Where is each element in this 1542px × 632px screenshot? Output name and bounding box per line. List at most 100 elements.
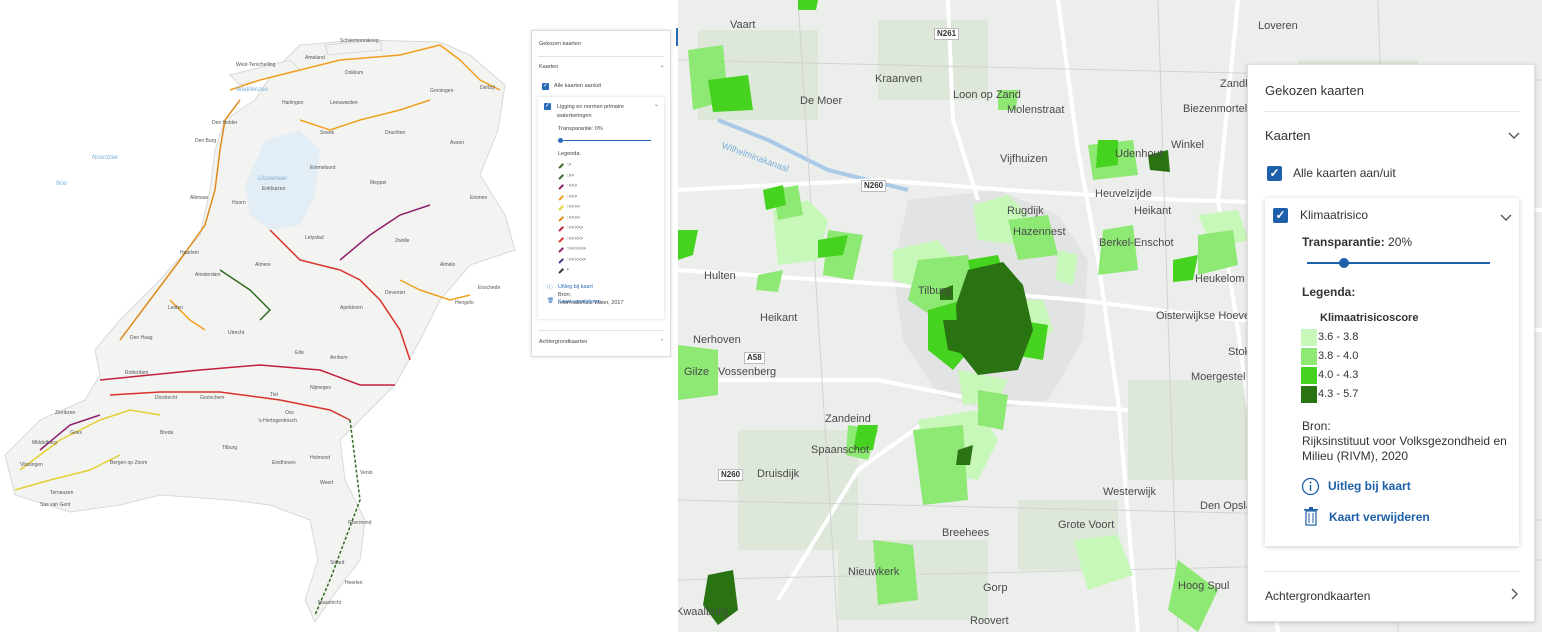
place-label: Tilburg bbox=[918, 285, 952, 297]
place-label: Dokkum bbox=[345, 70, 364, 76]
place-label: Heukelom bbox=[1195, 273, 1245, 285]
place-label: Heikant bbox=[1134, 205, 1172, 217]
risk-class-4 bbox=[703, 150, 1170, 625]
chevron-down-icon[interactable]: ⌄ bbox=[660, 63, 665, 69]
remove-map-link[interactable]: Kaart verwijderen bbox=[1329, 510, 1430, 524]
legend-swatch bbox=[1301, 348, 1317, 365]
slider-handle[interactable] bbox=[558, 138, 563, 143]
place-label: Druisdijk bbox=[757, 468, 800, 480]
place-label: Loon op Zand bbox=[953, 89, 1021, 101]
all-maps-toggle-label: Alle kaarten aan/uit bbox=[1293, 166, 1396, 180]
place-label: Heuvelzijde bbox=[1095, 188, 1152, 200]
chevron-right-icon[interactable]: › bbox=[661, 337, 663, 343]
divider bbox=[1265, 571, 1519, 572]
legend-label: :>>>>>> bbox=[567, 246, 586, 252]
netherlands-land bbox=[4, 39, 516, 624]
place-label: Hoorn bbox=[232, 200, 246, 206]
legend-swatch bbox=[558, 184, 564, 190]
place-label: Arnhem bbox=[330, 355, 348, 361]
place-label: Harlingen bbox=[282, 100, 304, 106]
trash-icon[interactable] bbox=[1303, 507, 1319, 526]
slider-handle[interactable] bbox=[1338, 258, 1349, 268]
divider bbox=[538, 56, 664, 57]
place-label: Moergestel bbox=[1191, 371, 1246, 383]
place-label: Breehees bbox=[942, 527, 990, 539]
explain-map-link[interactable]: Uitleg bij kaart bbox=[558, 284, 593, 290]
explain-map-link[interactable]: Uitleg bij kaart bbox=[1328, 479, 1411, 493]
place-label: Rugdijk bbox=[1007, 205, 1044, 217]
legend-label: :> bbox=[567, 162, 572, 168]
place-label: Drachten bbox=[385, 130, 406, 136]
chevron-down-icon[interactable]: ⌄ bbox=[654, 102, 659, 108]
place-label: Gilze bbox=[684, 366, 710, 378]
checkbox-checked-icon[interactable]: ✓ bbox=[544, 103, 551, 110]
checkbox-checked-icon[interactable]: ✓ bbox=[1273, 208, 1288, 223]
kaarten-toggle[interactable]: Kaarten bbox=[1265, 128, 1311, 143]
place-label: Leiden bbox=[168, 305, 184, 311]
legend-label: 4.0 - 4.3 bbox=[1318, 369, 1359, 381]
transparency-slider[interactable] bbox=[1307, 262, 1490, 264]
place-label: Schiermonnikoog bbox=[340, 38, 379, 44]
legend-label: 3.8 - 4.0 bbox=[1318, 350, 1359, 362]
place-label: Assen bbox=[450, 140, 464, 146]
remove-map-link[interactable]: Kaart verwijderen bbox=[558, 299, 601, 305]
place-label: Sittard bbox=[330, 560, 345, 566]
place-label: De Moer bbox=[800, 95, 843, 107]
place-label: Zwolle bbox=[395, 238, 410, 244]
dike-lines bbox=[14, 44, 501, 616]
legend-title: Legenda: bbox=[558, 151, 581, 157]
road-shield: N261 bbox=[934, 28, 960, 40]
transparency-slider[interactable] bbox=[559, 140, 651, 141]
sea-label: Waddenzee bbox=[236, 87, 268, 93]
road-shield: N260 bbox=[861, 180, 887, 192]
place-label: Vaart bbox=[730, 19, 756, 31]
divider-marker bbox=[676, 28, 678, 46]
background-maps-toggle[interactable]: Achtergrondkaarten bbox=[539, 339, 588, 345]
place-label: Zierikzee bbox=[55, 410, 76, 416]
place-label: Grote Voort bbox=[1058, 519, 1115, 531]
layer-card: ✓ Ligging en normen primaire waterkering… bbox=[538, 97, 664, 319]
legend-swatch bbox=[558, 236, 564, 242]
chevron-right-icon[interactable] bbox=[1510, 588, 1520, 600]
sea-label: IJsselmeer bbox=[258, 176, 288, 182]
chevron-down-icon[interactable] bbox=[1508, 129, 1520, 141]
place-label: Nijmegen bbox=[310, 385, 332, 391]
left-map-pane[interactable]: Waddenzee IJsselmeer Noordzee Noo Schier… bbox=[0, 0, 678, 632]
place-label: Loveren bbox=[1258, 20, 1298, 32]
place-label: Heerlen bbox=[345, 580, 363, 586]
place-label: Helmond bbox=[310, 455, 331, 461]
info-icon[interactable] bbox=[1301, 477, 1320, 496]
legend-swatch bbox=[558, 257, 564, 263]
place-label: Nerhoven bbox=[693, 334, 741, 346]
place-label: Kwaalburg bbox=[678, 606, 728, 618]
place-label: Winkel bbox=[1171, 139, 1205, 151]
netherlands-map[interactable] bbox=[0, 0, 678, 632]
checkbox-checked-icon[interactable]: ✓ bbox=[542, 83, 549, 90]
place-label: Terneuzen bbox=[50, 490, 74, 496]
place-label: Nieuwkerk bbox=[848, 566, 900, 578]
info-icon[interactable]: ⓘ bbox=[547, 285, 553, 291]
legend-swatch bbox=[558, 163, 564, 169]
place-label: Gorinchem bbox=[200, 395, 225, 401]
place-label: Berkel-Enschot bbox=[1099, 237, 1174, 249]
chevron-down-icon[interactable] bbox=[1500, 212, 1512, 224]
background-maps-toggle[interactable]: Achtergrondkaarten bbox=[1265, 589, 1371, 603]
place-label: Kraanven bbox=[875, 73, 923, 85]
trash-icon[interactable]: 🗑 bbox=[547, 298, 554, 304]
checkbox-checked-icon[interactable]: ✓ bbox=[1267, 166, 1282, 181]
panel-title: Gekozen kaarten bbox=[1265, 83, 1365, 98]
place-label: Alkmaar bbox=[190, 195, 209, 201]
divider bbox=[538, 330, 664, 331]
legend-swatch bbox=[558, 205, 564, 211]
tilburg-map[interactable] bbox=[678, 0, 1542, 632]
place-label: Udenhout bbox=[1115, 148, 1163, 160]
kaarten-toggle[interactable]: Kaarten bbox=[539, 64, 559, 70]
place-label: Venlo bbox=[360, 470, 373, 476]
source-value: Rijksinstituut voor Volksgezondheid en M… bbox=[1302, 434, 1507, 463]
place-label: Hengelo bbox=[455, 300, 474, 306]
place-label: Almelo bbox=[440, 262, 456, 268]
place-label: Heikant bbox=[760, 312, 798, 324]
place-label: Den Helder bbox=[212, 120, 238, 126]
legend-swatch bbox=[558, 226, 564, 232]
place-label: Amsterdam bbox=[195, 272, 221, 278]
